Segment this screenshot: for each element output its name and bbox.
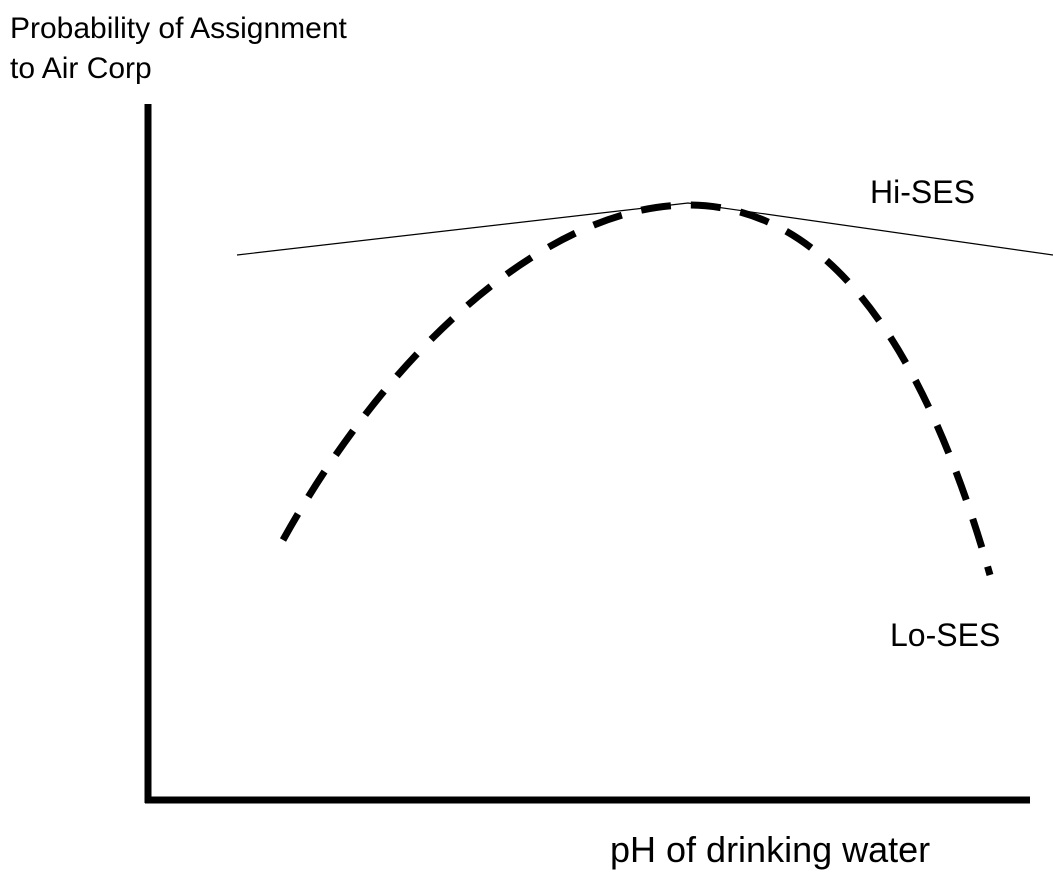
x-axis-label: pH of drinking water [610,829,930,870]
curve-label: Lo-SES [890,617,1000,653]
y-axis-label: to Air Corp [10,52,152,85]
curve-label: Hi-SES [870,174,975,210]
y-axis-label: Probability of Assignment [10,12,348,45]
lo-ses-curve [279,201,994,576]
hi-ses-curve [236,202,1053,256]
